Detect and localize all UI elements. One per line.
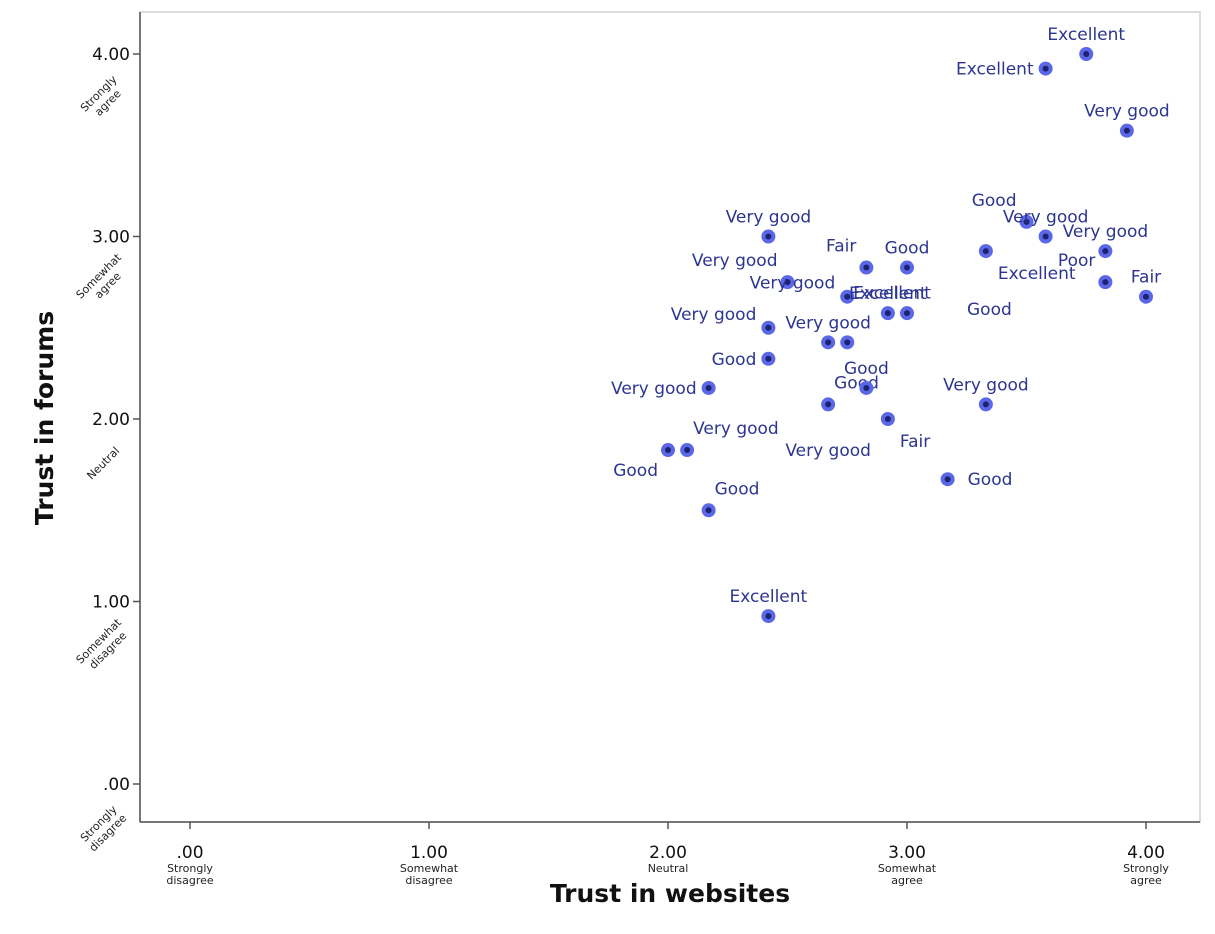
scatter-point-center [982,248,989,255]
scatter-point-center [884,310,891,317]
scatter-point-center [1042,65,1049,72]
x-tick-label: 3.00 [888,843,926,863]
x-tick-sublabel: disagree [405,874,453,887]
scatter-point-center [904,310,910,317]
point-label: Good [972,191,1017,211]
y-tick-label: .00 [103,775,130,795]
point-label: Excellent [853,283,931,303]
scatter-point-center [825,401,832,408]
point-label: Good [968,470,1013,490]
point-label: Very good [785,313,871,333]
point-label: Excellent [998,264,1076,284]
point-label: Excellent [730,587,808,607]
scatter-point-center [765,613,772,620]
scatter-point-center [863,264,870,271]
scatter-point-center [665,447,671,454]
scatter-point-center [844,293,851,300]
scatter-point-center [684,447,691,454]
point-label: Very good [692,251,778,271]
scatter-point-center [1083,51,1090,57]
point-label: Excellent [956,60,1034,80]
scatter-point-center [982,401,989,408]
point-label: Fair [900,432,930,452]
scatter-point-center [705,384,712,391]
point-label: Poor [1058,251,1095,271]
x-tick-sublabel: Somewhat [400,862,459,875]
plot-frame [139,11,1201,823]
scatter-point-center [844,339,851,346]
y-axis-title: Trust in forums [30,311,59,525]
point-label: Very good [693,419,779,439]
scatter-point-center [765,355,772,362]
scatter-point-center [1123,127,1130,134]
x-tick-sublabel: Somewhat [878,862,937,875]
point-label: Good [844,359,889,379]
scatter-point-center [705,507,712,514]
point-label: Excellent [849,284,927,304]
x-axis-ticks: .00Stronglydisagree1.00Somewhatdisagree2… [166,822,1169,887]
scatter-point-center [1102,248,1109,255]
x-tick-label: 2.00 [649,843,687,863]
x-tick-label: .00 [176,843,203,863]
point-label: Fair [826,237,856,257]
scatter-point-center [1143,293,1149,300]
scatter-point-center [765,233,772,240]
y-tick-label: 1.00 [92,593,130,613]
y-tick-label: 2.00 [92,410,130,430]
x-tick-label: 1.00 [410,843,448,863]
x-axis-title: Trust in websites [550,879,790,908]
point-label: Very good [611,379,697,399]
x-tick-sublabel: Strongly [1123,862,1169,875]
scatter-point-center [1102,279,1109,286]
point-label: Very good [785,441,871,461]
scatter-point-center [944,476,951,483]
y-tick-label: 3.00 [92,228,130,248]
scatter-point-center [765,324,772,331]
y-tick-label: 4.00 [92,45,130,65]
scatter-point-center [825,339,832,346]
scatter-point-center [884,416,891,422]
scatter-point-center [904,264,910,271]
x-tick-sublabel: agree [891,874,923,887]
point-label: Good [885,239,930,259]
scatter-point-center [1042,233,1049,240]
y-tick-sublabel: Neutral [84,444,122,482]
point-label: Good [967,300,1012,320]
point-label: Good [715,479,760,499]
point-label: Very good [671,305,757,325]
point-label: Very good [1084,102,1170,122]
point-label: Very good [1063,222,1149,242]
scatter-point-center [863,384,870,391]
x-tick-sublabel: agree [1130,874,1162,887]
y-tick-sublabel-group: Neutral [84,444,122,482]
point-label: Very good [726,208,812,228]
x-tick-sublabel: disagree [166,874,214,887]
scatter-point-center [784,279,791,286]
point-label: Very good [1003,208,1089,228]
point-label: Fair [1131,268,1161,288]
x-tick-sublabel: Strongly [167,862,213,875]
point-label: Good [613,461,658,481]
point-label: Very good [750,274,836,294]
point-label: Good [712,350,757,370]
point-label: Very good [943,375,1029,395]
x-tick-sublabel: Neutral [648,862,689,875]
point-label: Excellent [1047,25,1125,45]
scatter-point-center [1023,218,1030,225]
x-tick-label: 4.00 [1127,843,1165,863]
